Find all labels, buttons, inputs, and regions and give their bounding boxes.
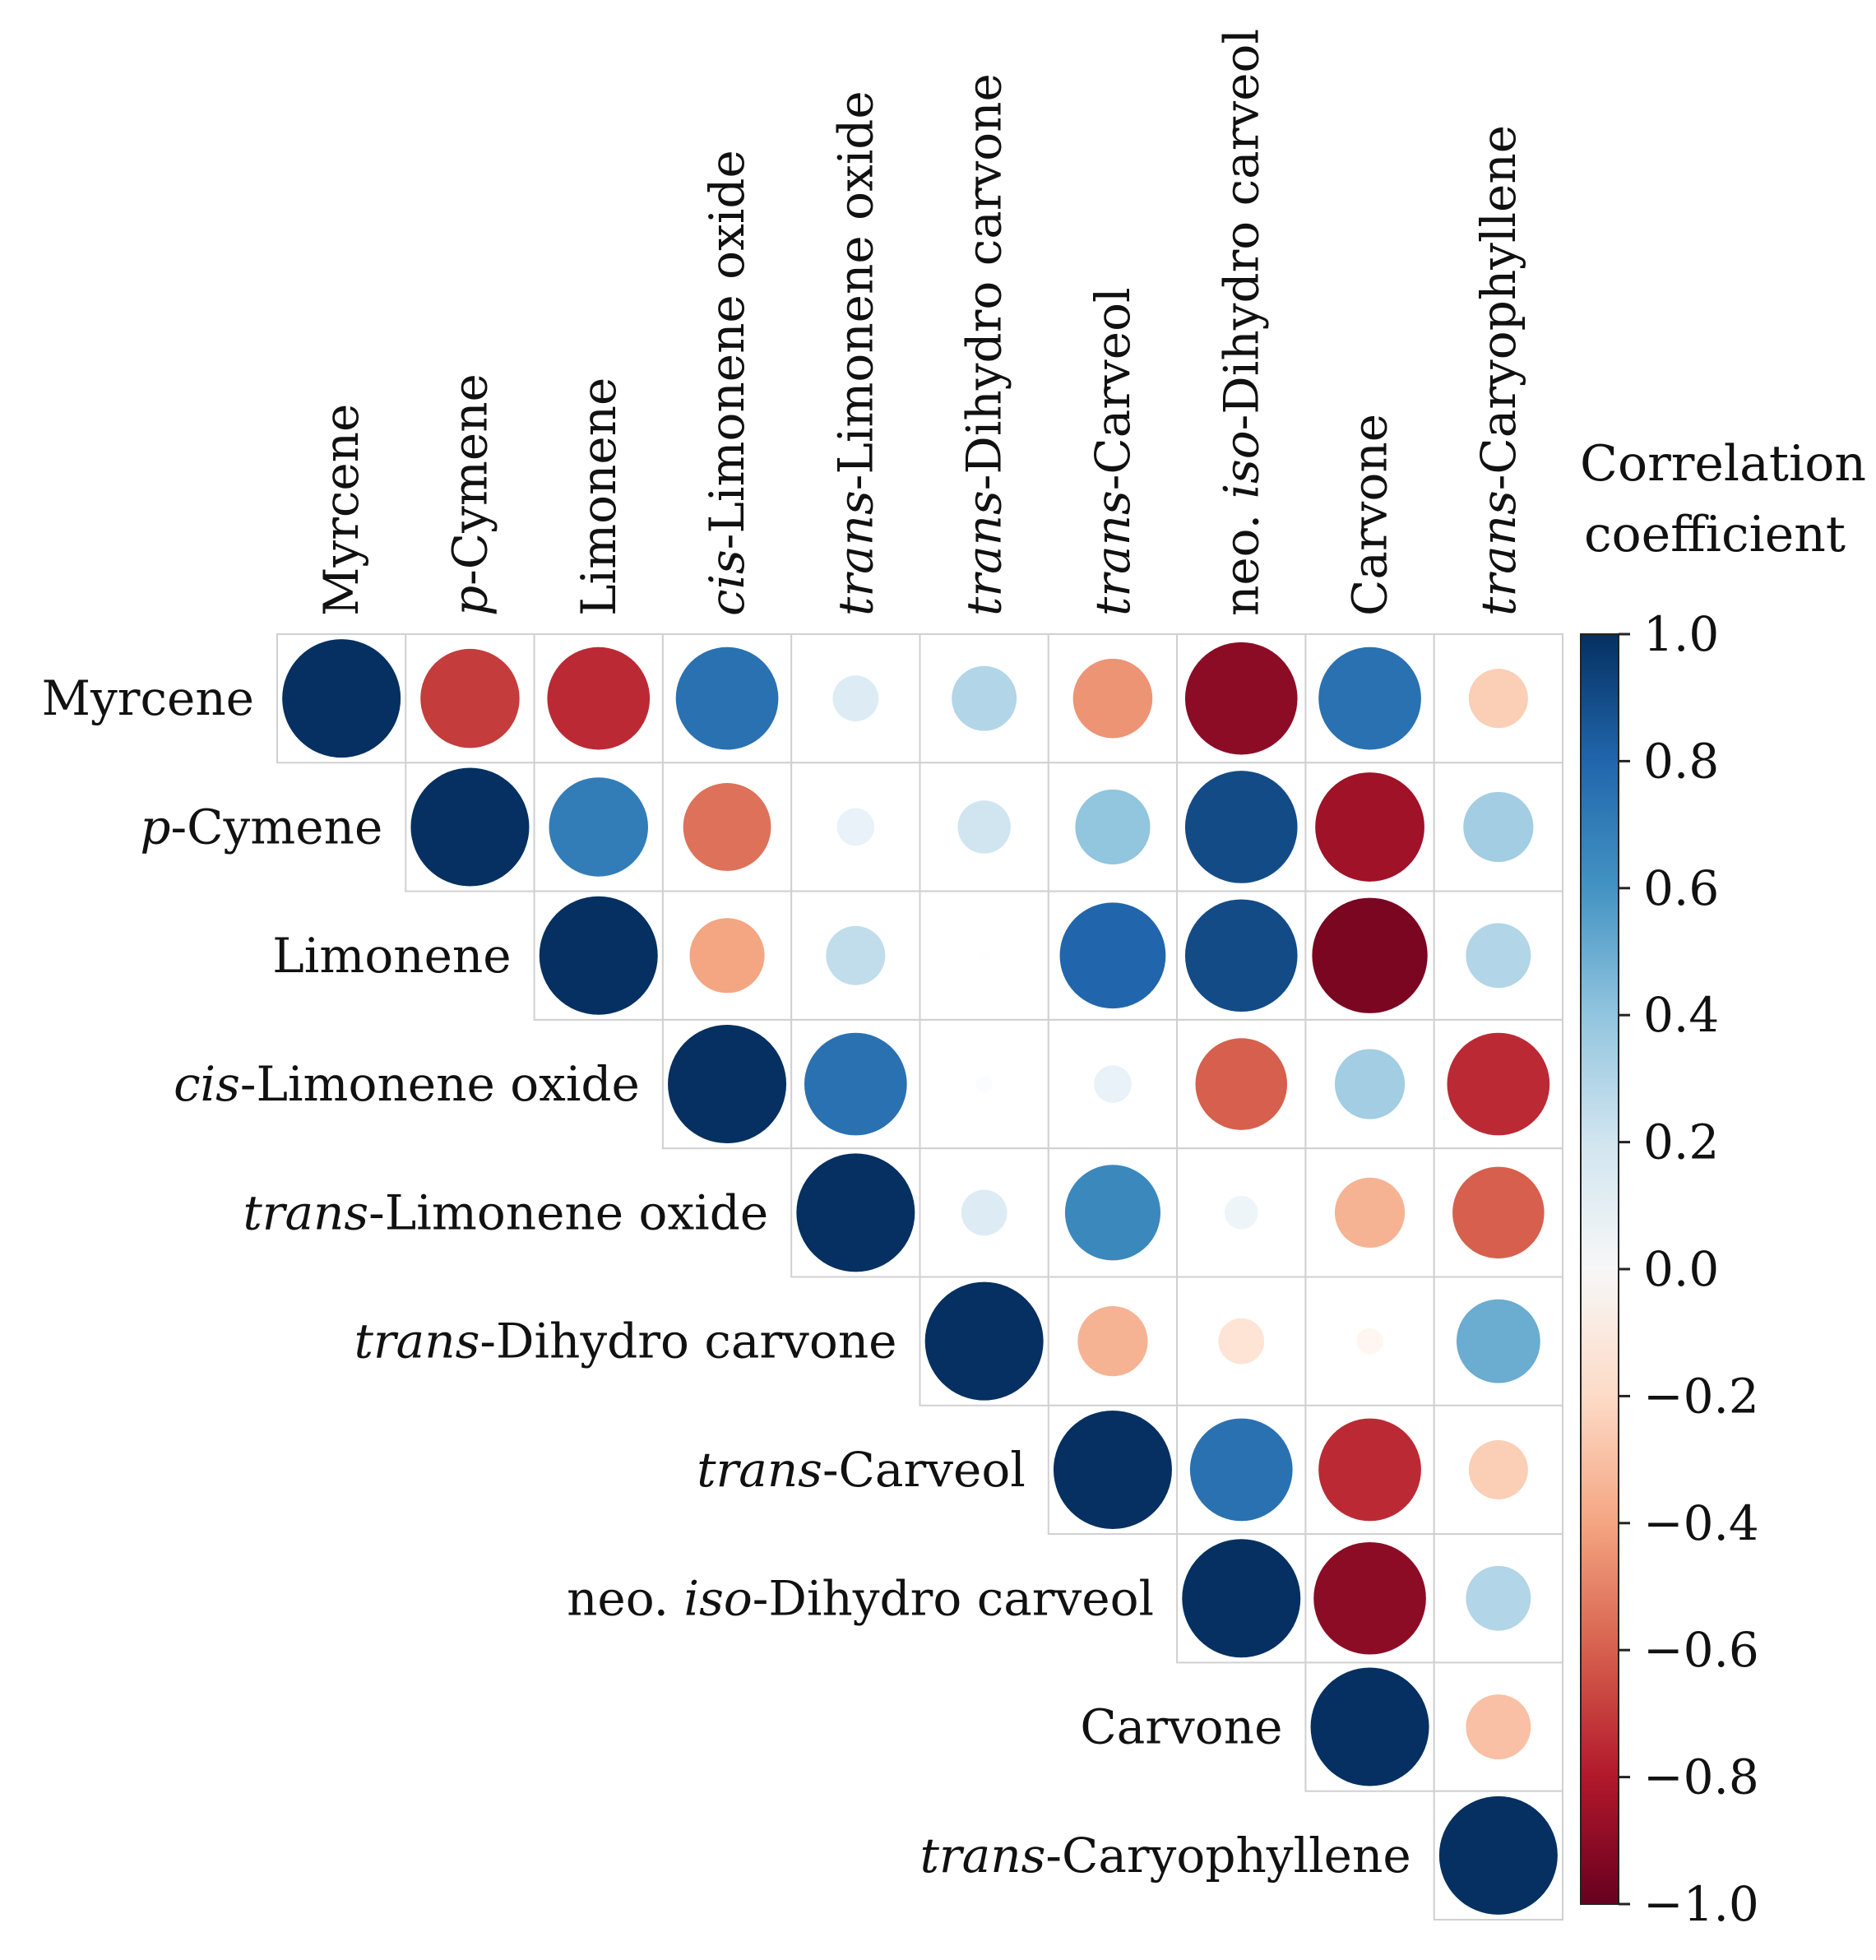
colorbar-ticks: 1.0 0.8 0.6 0.4 0.2 0.0 −0.2 −0.4 −0.6 −0.8 −1.0 (1619, 606, 1759, 1932)
correlation-circle (1075, 789, 1151, 864)
colorbar-tick-label: 0.8 (1643, 733, 1719, 789)
grid-cell (790, 762, 921, 892)
colorbar-tick-label: 0.0 (1643, 1241, 1719, 1297)
colorbar-tick-label: 0.4 (1643, 987, 1719, 1043)
grid-cell (1304, 1147, 1435, 1278)
correlation-circle (978, 949, 990, 961)
correlation-circle (1318, 646, 1421, 750)
correlation-circle (539, 896, 658, 1015)
row-label: cis-Limonene oxide (174, 1056, 640, 1112)
correlation-circle (1313, 1541, 1426, 1655)
correlation-circle (1312, 897, 1428, 1013)
correlation-circle (1310, 1667, 1429, 1786)
correlation-circle (1318, 1418, 1421, 1522)
correlation-circle (420, 648, 520, 748)
correlation-circle (1195, 1038, 1288, 1130)
correlation-circle (1447, 1032, 1550, 1136)
correlation-circle (1466, 923, 1531, 989)
correlation-circle (1463, 791, 1534, 863)
column-label: trans-Dihydro carvone (957, 73, 1012, 616)
correlation-circle (675, 646, 779, 750)
colorbar-gradient (1580, 633, 1619, 1905)
correlation-circle (1059, 902, 1166, 1009)
colorbar-title-line-1: Correlation (1580, 435, 1866, 493)
column-label: trans-Caryophyllene (1471, 125, 1526, 616)
column-label: p-Cymene (442, 373, 498, 616)
correlation-circle (1452, 1166, 1545, 1259)
correlation-circle (282, 639, 401, 758)
column-label: neo. iso-Dihydro carveol (1213, 29, 1269, 616)
row-label: neo. iso-Dihydro carveol (567, 1570, 1154, 1626)
correlation-circle (1184, 899, 1298, 1012)
correlation-circle (547, 646, 651, 750)
colorbar-tick-label: −0.4 (1643, 1495, 1759, 1551)
correlation-circle (1224, 1195, 1258, 1230)
correlation-circle (1356, 1328, 1383, 1355)
correlation-circle (549, 777, 648, 877)
correlation-circle (1184, 771, 1298, 883)
correlation-circle (804, 1032, 907, 1136)
colorbar-tick-label: −0.8 (1643, 1749, 1759, 1805)
row-label: trans-Limonene oxide (243, 1184, 768, 1240)
correlation-circle (1077, 1306, 1148, 1377)
correlation-circle (1184, 642, 1298, 755)
correlation-circle (1064, 1165, 1160, 1261)
correlation-circle (668, 1025, 787, 1144)
correlation-circle (683, 783, 771, 871)
colorbar-tick-label: 0.2 (1643, 1114, 1719, 1170)
correlation-circle (1438, 1796, 1558, 1915)
correlation-circle (1334, 1177, 1406, 1248)
row-label: Myrcene (42, 670, 254, 726)
correlation-circle (1468, 669, 1528, 729)
correlation-circle (1466, 1565, 1531, 1631)
column-label: cis-Limonene oxide (699, 150, 755, 616)
correlation-circle (1334, 1049, 1406, 1119)
row-label: trans-Caryophyllene (920, 1828, 1411, 1884)
colorbar-tick-label: 1.0 (1643, 606, 1719, 662)
correlation-circle (1466, 1694, 1531, 1759)
colorbar-tick-label: −1.0 (1643, 1876, 1759, 1932)
colorbar-tick-label: −0.6 (1643, 1622, 1759, 1678)
correlation-circle (836, 808, 875, 846)
correlation-circle (957, 800, 1011, 854)
column-label: Limonene (571, 378, 627, 616)
correlation-circle (1182, 1539, 1301, 1658)
correlation-circle (961, 1189, 1007, 1236)
correlation-circle (1218, 1318, 1265, 1365)
row-label: Limonene (272, 928, 511, 984)
colorbar-title-line-2: coefficient (1584, 506, 1846, 563)
correlation-circle (410, 767, 530, 887)
correlation-circle (1189, 1418, 1293, 1522)
column-label: Carvone (1342, 414, 1398, 616)
correlation-circle (1456, 1299, 1540, 1383)
correlation-circles (282, 639, 1558, 1915)
correlation-circle (975, 1075, 993, 1093)
row-label: trans-Dihydro carvone (354, 1314, 897, 1369)
row-label: Carvone (1080, 1699, 1282, 1755)
row-labels: Myrcene p-Cymene Limonene cis-Limonene oxid… (42, 670, 1411, 1884)
column-label: Myrcene (313, 404, 369, 616)
column-label: trans-Limonene oxide (827, 90, 883, 616)
correlation-circle (1468, 1439, 1528, 1499)
correlation-circle (832, 675, 879, 722)
correlation-circle (1094, 1065, 1132, 1103)
correlation-circle (1315, 772, 1424, 882)
grid-cell (790, 890, 921, 1021)
correlation-circle (924, 1281, 1044, 1401)
column-label: trans-Carveol (1085, 287, 1141, 616)
correlation-circle (952, 665, 1017, 731)
correlation-circle (1072, 658, 1153, 739)
colorbar-tick-label: 0.6 (1643, 860, 1719, 916)
correlation-circle (826, 925, 886, 985)
correlation-circle (689, 918, 765, 994)
column-labels: Myrcene p-Cymene Limonene cis-Limonene oxid… (313, 29, 1526, 616)
row-label: p-Cymene (140, 799, 382, 855)
row-label: trans-Carveol (697, 1442, 1026, 1498)
colorbar-tick-label: −0.2 (1643, 1368, 1759, 1424)
correlation-circle (796, 1153, 915, 1272)
correlation-circle (1053, 1410, 1172, 1529)
colorbar: Correlation coefficient (1580, 435, 1866, 1905)
